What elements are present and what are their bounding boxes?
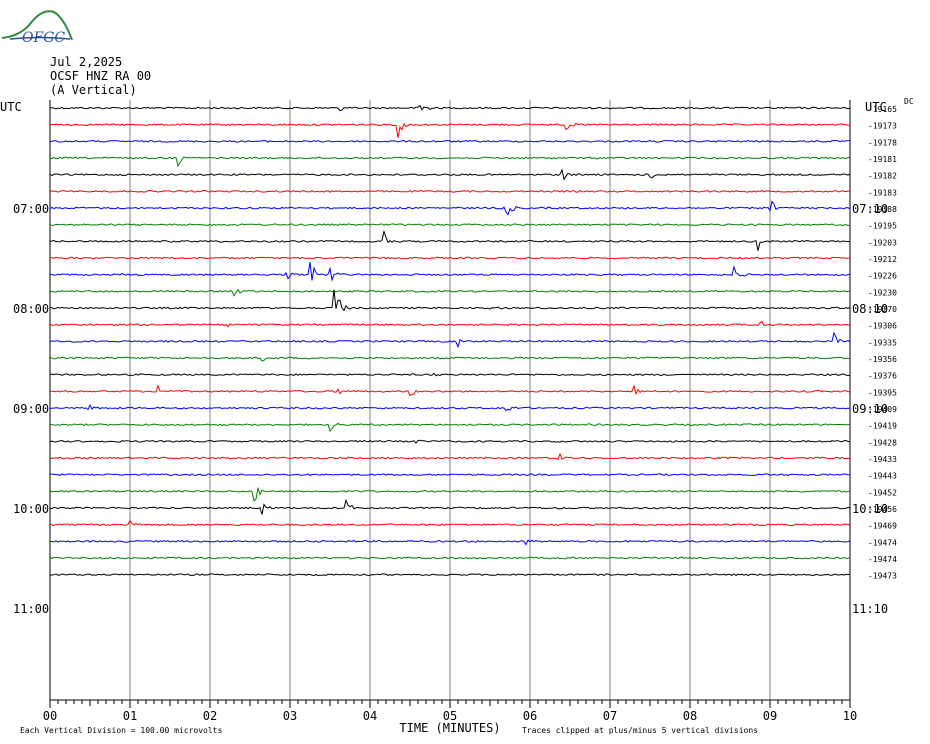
right-utc-label: UTC	[865, 100, 887, 114]
scale-note: Each Vertical Division = 100.00 microvol…	[20, 726, 222, 735]
seismic-trace	[49, 229, 851, 251]
seismic-trace	[49, 556, 851, 560]
trace-offset-label: -19474	[868, 538, 897, 547]
seismic-trace	[49, 200, 851, 216]
logo-text: OFGC	[22, 30, 65, 46]
seismic-trace	[49, 289, 851, 312]
right-hour-label: 10:10	[852, 502, 888, 516]
trace-offset-label: -19335	[868, 338, 897, 347]
seismic-trace	[49, 439, 851, 444]
trace-offset-label: -19474	[868, 555, 897, 564]
trace-offset-label: -19443	[868, 472, 897, 481]
left-hour-label: 11:00	[13, 602, 49, 616]
seismic-trace	[49, 168, 851, 181]
trace-offset-label: -19469	[868, 522, 897, 531]
seismic-trace	[49, 403, 851, 412]
left-hour-label: 07:00	[13, 202, 49, 216]
trace-offset-label: -19165	[868, 105, 897, 114]
x-tick-label: 09	[763, 709, 777, 723]
trace-offset-label: -19376	[868, 372, 897, 381]
trace-offset-label: -19188	[868, 205, 897, 214]
seismic-trace	[49, 288, 851, 297]
trace-offset-label: -19212	[868, 255, 897, 264]
right-hour-label: 09:10	[852, 402, 888, 416]
dc-label: DC	[904, 97, 914, 106]
seismic-trace	[49, 256, 851, 260]
trace-offset-label: -19183	[868, 188, 897, 197]
seismic-trace	[49, 331, 851, 349]
seismic-trace	[49, 372, 851, 377]
seismic-trace	[49, 156, 851, 168]
seismic-trace	[49, 473, 851, 477]
seismic-trace	[49, 262, 851, 282]
seismic-trace	[49, 573, 851, 577]
x-tick-label: 06	[523, 709, 537, 723]
seismic-trace	[50, 384, 851, 397]
trace-offset-label: -19306	[868, 322, 897, 331]
x-tick-label: 03	[283, 709, 297, 723]
x-tick-label: 05	[443, 709, 457, 723]
x-tick-label: 10	[843, 709, 857, 723]
x-tick-label: 04	[363, 709, 377, 723]
trace-offset-label: -19195	[868, 222, 897, 231]
time-grid	[49, 100, 851, 708]
trace-offset-label: -19270	[868, 305, 897, 314]
trace-offset-label: -19173	[868, 122, 897, 131]
seismic-trace	[49, 539, 851, 546]
trace-offset-label: -19356	[868, 355, 897, 364]
trace-offset-label: -19395	[868, 388, 897, 397]
left-hour-label: 09:00	[13, 402, 49, 416]
seismic-trace	[49, 356, 851, 362]
trace-group	[49, 104, 851, 577]
trace-offset-label: -19230	[868, 288, 897, 297]
trace-offset-label: -19178	[868, 138, 897, 147]
x-tick-label: 01	[123, 709, 137, 723]
ofgc-logo: OFGC	[0, 2, 80, 50]
left-hour-label: 10:00	[13, 502, 49, 516]
component-label: (A Vertical)	[50, 83, 137, 97]
label-group: 00 01 02 03 04 05 06 07 08 09 10 -19165 -19173 -19178…	[0, 97, 914, 735]
x-tick-label: 08	[683, 709, 697, 723]
seismic-trace	[49, 320, 851, 328]
seismic-trace	[49, 189, 851, 193]
trace-offset-label: -19428	[868, 438, 897, 447]
right-hour-label: 11:10	[852, 602, 888, 616]
trace-offset-label: -19203	[868, 238, 897, 247]
trace-offset-label: -19181	[868, 155, 897, 164]
trace-offset-label: -19473	[868, 572, 897, 581]
trace-offset-label: -19419	[868, 422, 897, 431]
seismic-trace	[49, 487, 851, 502]
seismic-trace	[49, 422, 851, 433]
logo-graphic: OFGC	[1, 10, 73, 46]
trace-offset-label: -19452	[868, 488, 897, 497]
x-tick-label: 07	[603, 709, 617, 723]
clip-note: Traces clipped at plus/minus 5 vertical …	[522, 726, 758, 735]
x-tick-label: 00	[43, 709, 57, 723]
trace-offset-label: -19433	[868, 455, 897, 464]
x-tick-label: 02	[203, 709, 217, 723]
station-label: OCSF HNZ RA 00	[50, 69, 152, 83]
seismic-trace	[49, 519, 851, 527]
trace-offset-label: -19409	[868, 405, 897, 414]
left-hour-label: 08:00	[13, 302, 49, 316]
seismic-trace	[49, 104, 851, 112]
x-axis-title: TIME (MINUTES)	[399, 721, 500, 735]
right-hour-label: 08:10	[852, 302, 888, 316]
seismic-trace	[49, 223, 851, 227]
seismic-trace	[49, 452, 851, 461]
left-utc-label: UTC	[0, 100, 22, 114]
seismic-trace	[49, 122, 851, 138]
trace-offset-label: -19456	[868, 505, 897, 514]
right-hour-label: 07:10	[852, 202, 888, 216]
date-label: Jul 2,2025	[50, 55, 123, 69]
seismic-trace	[49, 498, 851, 515]
trace-offset-label: -19182	[868, 172, 897, 181]
seismic-trace	[49, 139, 850, 143]
trace-offset-label: -19226	[868, 272, 897, 281]
